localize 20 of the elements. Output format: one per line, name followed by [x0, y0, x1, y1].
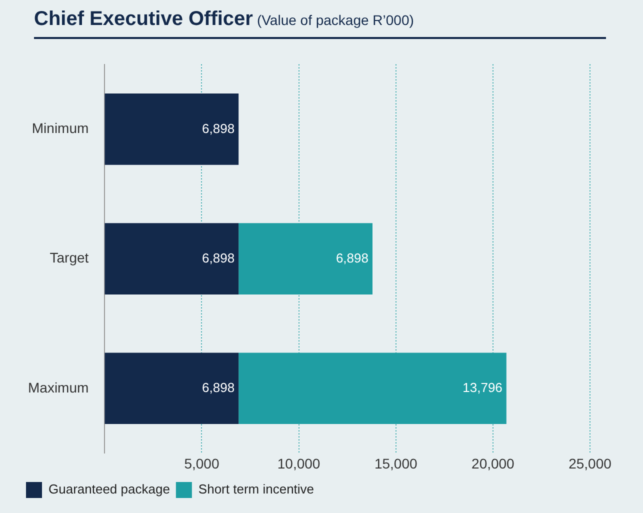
x-tick-label: 5,000	[184, 455, 220, 472]
y-tick-label: Maximum	[28, 379, 89, 396]
bar	[104, 352, 239, 424]
y-tick-label: Target	[50, 250, 89, 266]
bar	[104, 223, 239, 294]
data-label: 6,898	[202, 120, 235, 136]
x-tick-label: 20,000	[472, 455, 515, 472]
x-tick-label: 15,000	[374, 455, 418, 472]
legend-label: Short term incentive	[198, 482, 314, 497]
legend-label: Guaranteed package	[48, 482, 170, 497]
y-tick-label: Minimum	[32, 120, 89, 136]
x-tick-label: 25,000	[568, 455, 612, 472]
data-label: 6,898	[202, 380, 235, 395]
chart-subtitle: (Value of package R’000)	[256, 12, 414, 28]
data-label: 13,796	[462, 380, 502, 395]
x-tick-label: 10,000	[277, 455, 320, 472]
data-label: 6,898	[202, 250, 235, 266]
bar	[104, 94, 239, 165]
data-label: 6,898	[336, 250, 368, 266]
chart-title: Chief Executive Officer	[34, 8, 253, 30]
